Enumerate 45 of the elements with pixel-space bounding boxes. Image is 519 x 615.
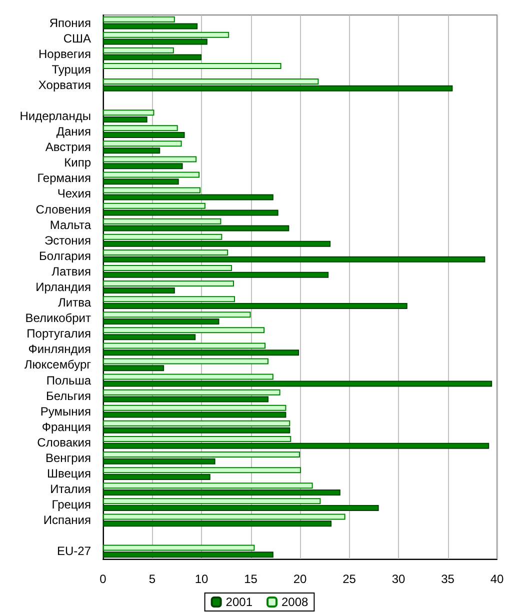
y-tick-label: Польша bbox=[46, 373, 92, 388]
y-tick-label: Германия bbox=[37, 171, 91, 186]
x-tick-label: 0 bbox=[100, 572, 107, 586]
x-tick-label: 40 bbox=[490, 572, 504, 586]
y-tick-label: Швеция bbox=[47, 466, 91, 481]
y-tick-label: Норвегия bbox=[38, 46, 91, 61]
y-tick-label: Латвия bbox=[52, 264, 91, 278]
y-tick-label: Венгрия bbox=[45, 450, 91, 465]
y-tick-label: Австрия bbox=[45, 140, 91, 154]
y-tick-label: Румыния bbox=[40, 404, 91, 418]
y-tick-label: Эстония bbox=[44, 233, 91, 248]
legend-label: 2001 bbox=[226, 595, 253, 609]
y-tick-label: Испания bbox=[43, 513, 91, 528]
y-tick-label: Турция bbox=[52, 62, 91, 76]
y-tick-label: США bbox=[63, 31, 91, 46]
x-tick-label: 35 bbox=[441, 572, 455, 586]
y-tick-label: Кипр bbox=[64, 156, 92, 170]
y-tick-label: Мальта bbox=[50, 218, 92, 232]
y-tick-label: Хорватия bbox=[38, 78, 91, 92]
y-tick-label: Нидерланды bbox=[20, 109, 91, 124]
legend-label: 2008 bbox=[282, 595, 309, 609]
y-tick-label: Литва bbox=[58, 296, 92, 310]
y-tick-label: Великобрит bbox=[25, 311, 92, 326]
y-tick-label: Дания bbox=[56, 124, 91, 139]
x-tick-label: 5 bbox=[148, 572, 156, 586]
x-tick-label: 25 bbox=[342, 572, 356, 586]
y-tick-label: Бельгия bbox=[46, 388, 91, 403]
y-tick-label: Ирландия bbox=[36, 280, 91, 294]
x-tick-label: 20 bbox=[293, 572, 307, 586]
y-tick-label: Словения bbox=[36, 202, 91, 216]
x-tick-label: 30 bbox=[392, 572, 406, 586]
y-tick-label: Италия bbox=[50, 482, 91, 496]
y-tick-label: Португалия bbox=[26, 326, 91, 341]
y-tick-label: EU-27 bbox=[56, 544, 92, 558]
y-tick-label: Греция bbox=[52, 498, 91, 512]
x-tick-label: 15 bbox=[244, 572, 258, 586]
bar bbox=[103, 62, 282, 69]
x-tick-label: 10 bbox=[194, 572, 208, 586]
y-tick-label: Франция bbox=[42, 420, 91, 434]
y-tick-label: Финляндия bbox=[28, 342, 91, 356]
y-tick-label: Чехия bbox=[57, 186, 91, 201]
y-tick-label: Япония bbox=[49, 16, 91, 30]
y-tick-label: Словакия bbox=[37, 435, 91, 450]
y-tick-label: Болгария bbox=[39, 248, 91, 263]
y-tick-label: Люксембург bbox=[24, 358, 92, 372]
